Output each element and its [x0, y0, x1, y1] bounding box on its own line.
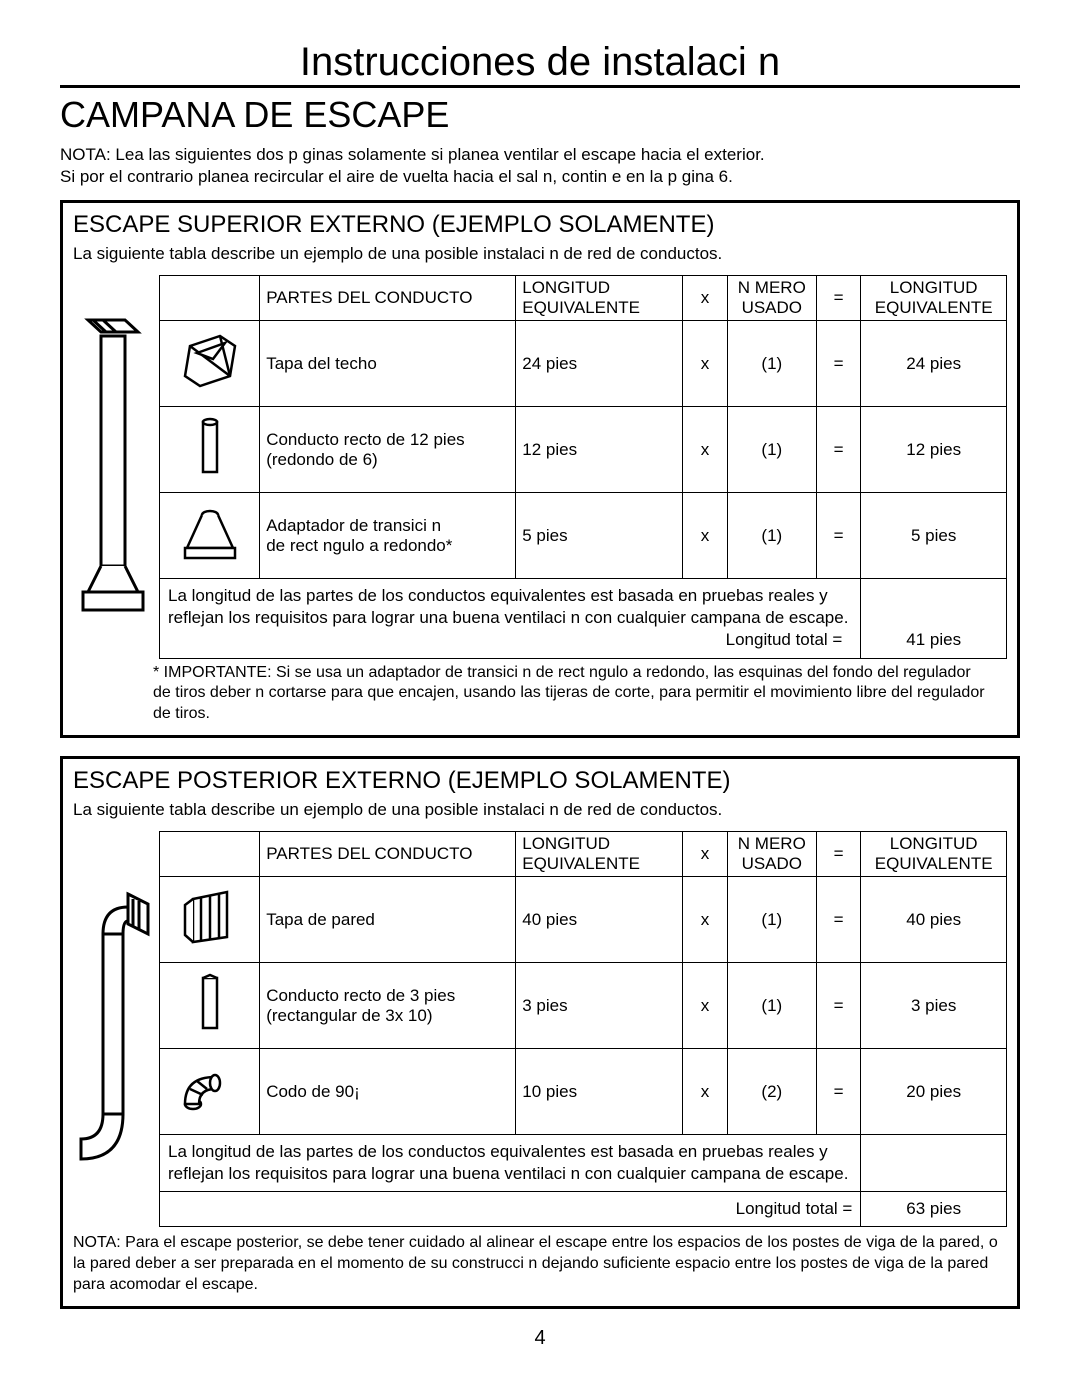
- eq-len: 5 pies: [516, 493, 683, 579]
- section1-desc: La siguiente tabla describe un ejemplo d…: [73, 243, 1007, 265]
- section1-diagram: [73, 275, 153, 658]
- section2-diagram: [73, 831, 153, 1227]
- part-name: Conducto recto de 3 pies: [266, 986, 455, 1005]
- x: x: [683, 877, 728, 963]
- total-label: Longitud total =: [160, 1192, 861, 1227]
- num: (1): [727, 877, 816, 963]
- num: (2): [727, 1049, 816, 1135]
- total-row: Longitud total = 63 pies: [160, 1192, 1007, 1227]
- x: x: [683, 963, 728, 1049]
- page-title: Instrucciones de instalaci n: [60, 40, 1020, 85]
- part-name: Tapa de pared: [266, 910, 375, 929]
- part-name: Codo de 90¡: [266, 1082, 360, 1101]
- section1-footnote: * IMPORTANTE: Si se usa un adaptador de …: [73, 659, 1007, 725]
- x: x: [683, 407, 728, 493]
- transition-adapter-icon: [175, 503, 245, 563]
- equals: =: [816, 407, 861, 493]
- num: (1): [727, 963, 816, 1049]
- section2-table: PARTES DEL CONDUCTO LONGITUDEQUIVALENTE …: [159, 831, 1007, 1227]
- wall-cap-icon: [175, 887, 245, 947]
- rect-duct-icon: [175, 973, 245, 1033]
- note-text: La longitud de las partes de los conduct…: [168, 586, 848, 627]
- section-rear-exhaust: ESCAPE POSTERIOR EXTERNO (EJEMPLO SOLAME…: [60, 756, 1020, 1309]
- header-num: N MEROUSADO: [727, 832, 816, 877]
- num: (1): [727, 493, 816, 579]
- res: 3 pies: [861, 963, 1007, 1049]
- part-sub: (redondo de 6): [266, 450, 378, 469]
- note-line-1: NOTA: Lea las siguientes dos p ginas sol…: [60, 144, 1020, 166]
- section1-title: ESCAPE SUPERIOR EXTERNO (EJEMPLO SOLAMEN…: [73, 211, 1007, 239]
- note-line-2: Si por el contrario planea recircular el…: [60, 166, 1020, 188]
- part-name: Conducto recto de 12 pies: [266, 430, 464, 449]
- section2-title: ESCAPE POSTERIOR EXTERNO (EJEMPLO SOLAME…: [73, 767, 1007, 795]
- eq-len: 40 pies: [516, 877, 683, 963]
- eq-len: 24 pies: [516, 321, 683, 407]
- res: 12 pies: [861, 407, 1007, 493]
- note-row: La longitud de las partes de los conduct…: [160, 579, 1007, 658]
- total-label: Longitud total =: [168, 629, 852, 651]
- header-res: LONGITUDEQUIVALENTE: [861, 832, 1007, 877]
- eq-len: 10 pies: [516, 1049, 683, 1135]
- header-equals: =: [816, 832, 861, 877]
- table-row: Tapa de pared 40 pies x (1) = 40 pies: [160, 877, 1007, 963]
- equals: =: [816, 963, 861, 1049]
- part-sub: de rect ngulo a redondo*: [266, 536, 452, 555]
- table-row: Codo de 90¡ 10 pies x (2) = 20 pies: [160, 1049, 1007, 1135]
- part-name: Adaptador de transici n: [266, 516, 441, 535]
- header-parts: PARTES DEL CONDUCTO: [260, 832, 516, 877]
- straight-duct-icon: [175, 417, 245, 477]
- equals: =: [816, 321, 861, 407]
- note-text: La longitud de las partes de los conduct…: [168, 1142, 848, 1183]
- header-num: N MEROUSADO: [727, 276, 816, 321]
- eq-len: 3 pies: [516, 963, 683, 1049]
- page-number: 4: [60, 1327, 1020, 1350]
- num: (1): [727, 321, 816, 407]
- table-row: Adaptador de transici nde rect ngulo a r…: [160, 493, 1007, 579]
- top-note: NOTA: Lea las siguientes dos p ginas sol…: [60, 144, 1020, 188]
- header-parts: PARTES DEL CONDUCTO: [260, 276, 516, 321]
- res: 24 pies: [861, 321, 1007, 407]
- x: x: [683, 321, 728, 407]
- section-top-exhaust: ESCAPE SUPERIOR EXTERNO (EJEMPLO SOLAMEN…: [60, 200, 1020, 738]
- header-eq: LONGITUDEQUIVALENTE: [516, 832, 683, 877]
- section2-footnote: NOTA: Para el escape posterior, se debe …: [73, 1233, 1007, 1295]
- rear-duct-icon: [73, 879, 153, 1179]
- res: 5 pies: [861, 493, 1007, 579]
- header-eq: LONGITUDEQUIVALENTE: [516, 276, 683, 321]
- part-name: Tapa del techo: [266, 354, 377, 373]
- total-value: 41 pies: [861, 579, 1007, 658]
- equals: =: [816, 877, 861, 963]
- header-res: LONGITUDEQUIVALENTE: [861, 276, 1007, 321]
- note-row: La longitud de las partes de los conduct…: [160, 1135, 1007, 1192]
- res: 40 pies: [861, 877, 1007, 963]
- vertical-duct-icon: [73, 312, 153, 622]
- table-row: Conducto recto de 12 pies(redondo de 6) …: [160, 407, 1007, 493]
- eq-len: 12 pies: [516, 407, 683, 493]
- page-subtitle: CAMPANA DE ESCAPE: [60, 94, 1020, 136]
- equals: =: [816, 493, 861, 579]
- equals: =: [816, 1049, 861, 1135]
- x: x: [683, 493, 728, 579]
- header-x: x: [683, 276, 728, 321]
- elbow-90-icon: [175, 1059, 245, 1119]
- header-x: x: [683, 832, 728, 877]
- part-sub: (rectangular de 3x 10): [266, 1006, 432, 1025]
- total-value: 63 pies: [861, 1192, 1007, 1227]
- x: x: [683, 1049, 728, 1135]
- table-row: Tapa del techo 24 pies x (1) = 24 pies: [160, 321, 1007, 407]
- section2-desc: La siguiente tabla describe un ejemplo d…: [73, 799, 1007, 821]
- section1-table: PARTES DEL CONDUCTO LONGITUDEQUIVALENTE …: [159, 275, 1007, 658]
- table-row: Conducto recto de 3 pies(rectangular de …: [160, 963, 1007, 1049]
- header-equals: =: [816, 276, 861, 321]
- roof-cap-icon: [175, 331, 245, 391]
- res: 20 pies: [861, 1049, 1007, 1135]
- num: (1): [727, 407, 816, 493]
